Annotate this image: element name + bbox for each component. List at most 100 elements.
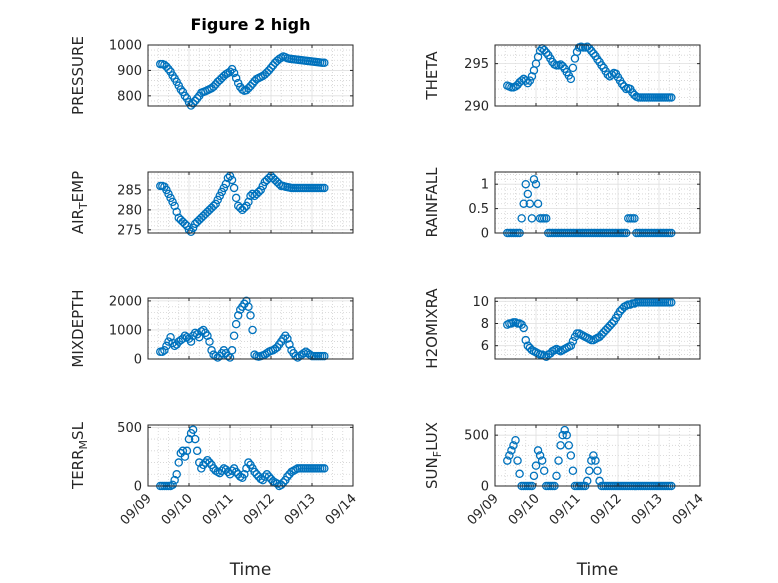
data-point bbox=[558, 61, 567, 71]
x-axis-label: Time bbox=[229, 560, 272, 580]
data-point bbox=[305, 350, 315, 359]
data-point bbox=[515, 469, 524, 479]
data-point bbox=[180, 91, 190, 101]
data-point bbox=[256, 185, 265, 195]
y-tick-label: 1 bbox=[481, 178, 489, 193]
axes-box bbox=[494, 297, 701, 360]
data-point bbox=[566, 451, 576, 460]
data-point bbox=[617, 79, 627, 89]
data-point bbox=[209, 82, 218, 91]
data-point bbox=[539, 45, 549, 55]
data-point bbox=[291, 351, 300, 361]
data-point bbox=[254, 187, 263, 197]
data-point bbox=[227, 346, 237, 355]
data-point bbox=[597, 61, 606, 70]
data-point bbox=[225, 67, 235, 76]
axes-box bbox=[147, 171, 354, 234]
data-point bbox=[562, 430, 572, 440]
y-tick-label: 500 bbox=[464, 429, 489, 444]
data-point bbox=[535, 46, 545, 56]
data-point bbox=[231, 73, 241, 83]
y-tick-label: 500 bbox=[117, 421, 142, 436]
data-point bbox=[158, 347, 167, 356]
data-point bbox=[203, 331, 212, 341]
data-point bbox=[527, 214, 537, 223]
data-point bbox=[568, 337, 578, 346]
data-point bbox=[595, 476, 604, 486]
x-tick-label: 09/12 bbox=[588, 491, 625, 528]
data-point bbox=[205, 337, 214, 346]
data-point bbox=[229, 331, 239, 341]
data-point bbox=[174, 458, 183, 467]
data-point bbox=[585, 466, 594, 475]
data-point bbox=[558, 430, 567, 440]
data-point bbox=[527, 72, 537, 81]
data-point bbox=[513, 456, 522, 465]
axes-box bbox=[494, 171, 701, 234]
data-point bbox=[587, 456, 596, 465]
y-tick-label: 280 bbox=[117, 203, 142, 218]
subplot-2: 290 295 THETA bbox=[423, 42, 701, 115]
x-tick-label: 09/13 bbox=[629, 491, 666, 528]
data-point bbox=[525, 76, 535, 85]
subplot-1: 800 900 1000 PRESSURE Figure 2 high bbox=[69, 15, 354, 115]
data-series bbox=[156, 171, 329, 237]
x-tick-label: 09/14 bbox=[670, 491, 707, 528]
data-point bbox=[182, 446, 192, 456]
y-tick-label: 0 bbox=[134, 353, 142, 368]
data-point bbox=[503, 456, 512, 465]
data-point bbox=[593, 466, 602, 475]
data-point bbox=[556, 441, 565, 450]
data-point bbox=[320, 183, 329, 193]
data-point bbox=[192, 94, 202, 103]
y-axis-label: THETA bbox=[423, 51, 441, 101]
subplot-5: 0 1000 2000 MIXDEPTH bbox=[69, 289, 354, 368]
data-point bbox=[244, 302, 253, 311]
data-point bbox=[166, 332, 175, 342]
data-point bbox=[320, 464, 329, 473]
data-point bbox=[509, 441, 518, 450]
data-point bbox=[667, 298, 676, 307]
data-point bbox=[172, 470, 181, 479]
x-tick-label: 09/13 bbox=[282, 491, 319, 528]
y-tick-label: 1000 bbox=[109, 323, 142, 338]
axes-box bbox=[147, 424, 354, 487]
data-point bbox=[583, 476, 592, 486]
data-point bbox=[162, 62, 171, 71]
data-point bbox=[205, 458, 214, 467]
subplot-6: 6 8 10 H2OMIXRA bbox=[423, 288, 701, 369]
y-axis-label: TERRMSL bbox=[69, 421, 90, 490]
y-tick-label: 295 bbox=[464, 57, 489, 72]
y-tick-label: 275 bbox=[117, 223, 142, 238]
data-point bbox=[603, 70, 613, 79]
x-tick-label: 09/14 bbox=[323, 491, 360, 528]
data-point bbox=[533, 199, 543, 208]
y-tick-label: 800 bbox=[117, 89, 142, 104]
data-point bbox=[244, 458, 253, 467]
subplot-3: 275 280 285 AIRTEMP bbox=[69, 171, 354, 238]
data-point bbox=[190, 434, 200, 444]
axes-box bbox=[494, 44, 701, 107]
data-point bbox=[552, 471, 561, 481]
data-point bbox=[188, 223, 198, 233]
data-point bbox=[533, 52, 543, 62]
data-point bbox=[180, 452, 190, 461]
data-point bbox=[505, 451, 514, 460]
data-point bbox=[560, 425, 569, 435]
data-point bbox=[197, 327, 206, 336]
data-point bbox=[525, 199, 535, 208]
data-point bbox=[184, 434, 194, 444]
data-point bbox=[240, 470, 249, 479]
data-point bbox=[217, 187, 227, 197]
data-point bbox=[537, 456, 547, 465]
axes-box bbox=[494, 424, 701, 487]
data-point bbox=[229, 68, 239, 78]
data-point bbox=[320, 351, 329, 361]
data-point bbox=[564, 441, 574, 450]
data-point bbox=[276, 53, 286, 62]
data-point bbox=[231, 193, 241, 203]
y-tick-label: 2000 bbox=[109, 294, 142, 309]
data-series bbox=[156, 296, 329, 362]
